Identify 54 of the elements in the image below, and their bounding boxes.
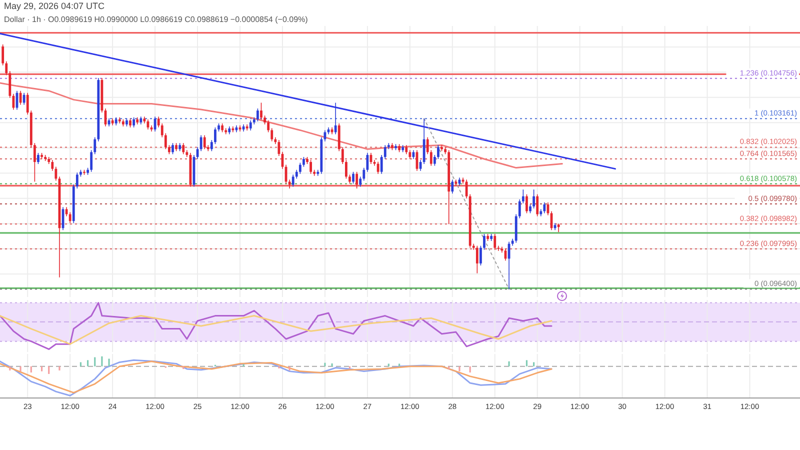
candlestick (543, 202, 546, 214)
candlestick (260, 102, 262, 120)
candlestick (132, 116, 136, 128)
candlestick (210, 140, 213, 152)
candlestick (376, 161, 380, 174)
chart-title: Dollar · 1h · O0.0989619 H0.0990000 L0.0986619 C0.0988619 −0.0000854 (−0.09%) (4, 15, 308, 24)
candlestick (310, 160, 312, 174)
candlestick (200, 134, 202, 152)
candlestick (22, 92, 26, 106)
candlestick (422, 118, 426, 164)
candlestick (278, 140, 280, 156)
candlestick (172, 142, 174, 155)
candlestick (522, 189, 524, 204)
candlestick (37, 152, 40, 164)
candlestick (437, 144, 440, 160)
candlestick (352, 171, 354, 184)
candlestick (76, 172, 78, 189)
candlestick (182, 142, 185, 155)
candlestick (2, 44, 4, 66)
candlestick (451, 179, 454, 194)
candlestick (430, 150, 432, 166)
candlestick (26, 92, 29, 115)
candlestick (480, 245, 482, 266)
candlestick (302, 156, 305, 168)
candlestick (483, 234, 486, 250)
candlestick (356, 171, 358, 189)
candlestick (298, 162, 302, 174)
candlestick (33, 142, 36, 182)
candlestick (348, 174, 351, 184)
candlestick (494, 234, 496, 250)
candlestick (68, 212, 72, 224)
candlestick (267, 120, 270, 133)
candlestick (536, 194, 539, 217)
chart-subtitle: May 29, 2026 04:07 UTC (4, 1, 106, 11)
candlestick (164, 132, 167, 150)
candlestick (292, 174, 294, 188)
candlestick (426, 136, 429, 155)
candlestick (334, 102, 337, 135)
candlestick (270, 128, 274, 142)
candlestick (168, 144, 170, 155)
candlestick (338, 123, 340, 152)
candlestick (433, 154, 436, 166)
candlestick (405, 144, 408, 155)
candlestick (341, 146, 344, 164)
candlestick (90, 150, 93, 172)
candlestick (344, 160, 348, 180)
candlestick (129, 118, 132, 128)
candlestick (476, 245, 478, 274)
candlestick (214, 127, 216, 144)
candlestick (249, 120, 252, 131)
candlestick (256, 108, 259, 122)
candlestick (532, 189, 536, 209)
candlestick (526, 194, 528, 214)
candlestick (203, 134, 206, 150)
